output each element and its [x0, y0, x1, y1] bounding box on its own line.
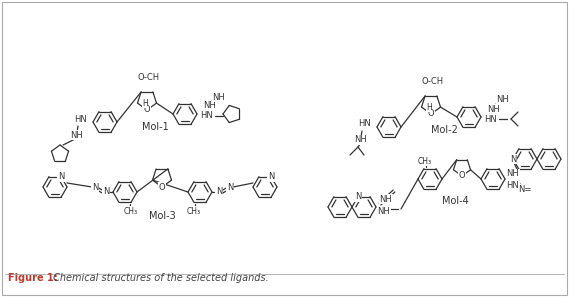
- Text: HN: HN: [506, 181, 519, 189]
- Text: NH: NH: [488, 105, 500, 113]
- Text: H: H: [426, 102, 432, 111]
- Text: HN: HN: [201, 111, 213, 121]
- Text: O-CH: O-CH: [422, 78, 444, 86]
- Text: N=: N=: [518, 184, 531, 194]
- Text: HN: HN: [485, 115, 497, 124]
- Text: Mol-3: Mol-3: [149, 211, 175, 221]
- Text: CH₃: CH₃: [418, 157, 432, 165]
- Text: Mol-4: Mol-4: [442, 196, 468, 206]
- Text: NH: NH: [71, 130, 84, 140]
- Text: Chemical structures of the selected ligands.: Chemical structures of the selected liga…: [50, 273, 269, 283]
- Text: O: O: [459, 171, 465, 181]
- Text: Mol-2: Mol-2: [431, 125, 457, 135]
- Text: NH: NH: [506, 170, 519, 178]
- Text: H: H: [142, 99, 148, 108]
- Text: O: O: [428, 110, 434, 119]
- Text: CH₃: CH₃: [124, 206, 138, 216]
- Text: NH: NH: [378, 206, 390, 216]
- Text: O: O: [144, 105, 150, 115]
- Text: N: N: [92, 184, 98, 192]
- Text: NH: NH: [204, 102, 216, 110]
- Text: N: N: [103, 187, 109, 197]
- Text: N: N: [510, 154, 516, 164]
- Text: NH: NH: [380, 195, 393, 203]
- Text: N: N: [268, 172, 274, 181]
- Text: N: N: [58, 172, 64, 181]
- Text: N: N: [355, 192, 361, 201]
- Text: NH: NH: [213, 92, 225, 102]
- Text: HN: HN: [358, 119, 372, 129]
- Text: N: N: [216, 187, 222, 197]
- Text: CH₃: CH₃: [187, 206, 201, 216]
- Text: Mol-1: Mol-1: [142, 122, 168, 132]
- Text: HN: HN: [75, 115, 88, 124]
- Text: O: O: [159, 182, 166, 192]
- Text: NH: NH: [354, 135, 368, 145]
- Text: NH: NH: [497, 96, 509, 105]
- Text: Figure 1:: Figure 1:: [8, 273, 57, 283]
- Text: N: N: [227, 184, 233, 192]
- Text: O-CH: O-CH: [138, 73, 160, 83]
